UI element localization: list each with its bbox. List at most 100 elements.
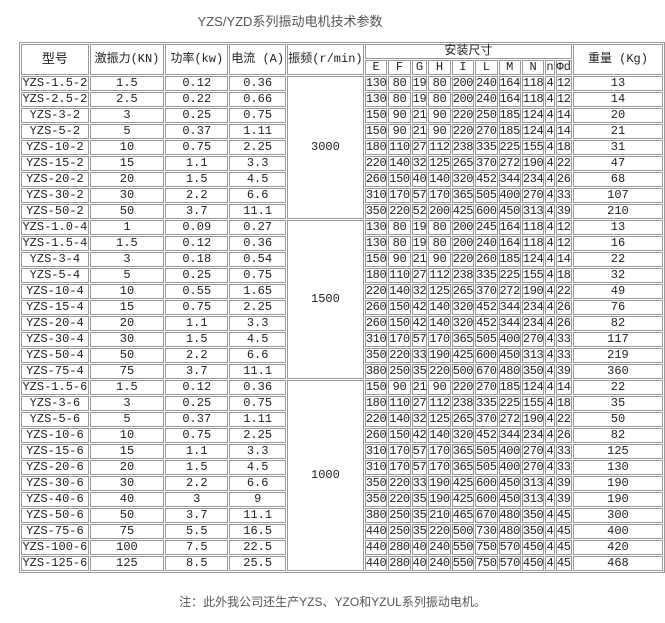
value-cell: 0.54 [229, 252, 286, 267]
value-cell: 313 [521, 492, 545, 507]
value-cell: 300 [572, 508, 663, 523]
model-cell: YZS-30-6 [21, 476, 89, 491]
value-cell: 80 [388, 236, 411, 251]
model-cell: YZS-2.5-2 [21, 92, 89, 107]
value-cell: 350 [521, 508, 545, 523]
value-cell: 600 [475, 492, 498, 507]
table-row: YZS-50-2 50 3.7 11.1 350 220 52 200 425 600 450 313… [21, 204, 663, 219]
header-force: 激振力(KN) [89, 44, 165, 75]
value-cell: 505 [475, 188, 498, 203]
value-cell: 600 [475, 476, 498, 491]
value-cell: 4 [545, 316, 555, 331]
header-dim-7: N [521, 60, 545, 75]
value-cell: 365 [451, 332, 475, 347]
value-cell: 190 [572, 492, 663, 507]
value-cell: 110 [388, 396, 411, 411]
value-cell: 452 [475, 428, 498, 443]
value-cell: 155 [521, 140, 545, 155]
page-title: YZS/YZD系列振动电机技术参数 [197, 14, 383, 29]
table-row: YZS-75-6 75 5.5 16.5 440 250 35 220 500 730 480 350… [21, 524, 663, 539]
value-cell: 14 [555, 380, 572, 395]
value-cell: 45 [555, 540, 572, 555]
value-cell: 33 [411, 476, 428, 491]
table-row: YZS-125-6 125 8.5 25.5 440 280 40 240 550 750 570 4… [21, 556, 663, 571]
value-cell: 234 [521, 428, 545, 443]
value-cell: 118 [521, 236, 545, 251]
value-cell: 320 [451, 300, 475, 315]
value-cell: 225 [498, 396, 521, 411]
value-cell: 4 [545, 524, 555, 539]
value-cell: 14 [555, 108, 572, 123]
model-cell: YZS-30-2 [21, 188, 89, 203]
value-cell: 11.1 [229, 204, 286, 219]
value-cell: 4 [545, 476, 555, 491]
model-cell: YZS-3-6 [21, 396, 89, 411]
value-cell: 0.36 [229, 236, 286, 251]
value-cell: 480 [498, 508, 521, 523]
value-cell: 26 [555, 316, 572, 331]
value-cell: 33 [555, 332, 572, 347]
header-row: 型号 激振力(KN) 功率(kw) 电流 (A) 振频(r/min) 安装尺寸 … [21, 44, 663, 75]
value-cell: 0.25 [165, 108, 229, 123]
value-cell: 124 [521, 124, 545, 139]
value-cell: 750 [475, 556, 498, 571]
value-cell: 50 [89, 348, 165, 363]
value-cell: 150 [364, 108, 388, 123]
value-cell: 238 [451, 268, 475, 283]
value-cell: 42 [411, 428, 428, 443]
value-cell: 4 [545, 540, 555, 555]
value-cell: 112 [428, 140, 451, 155]
value-cell: 270 [475, 380, 498, 395]
table-row: YZS-3-2 3 0.25 0.75 150 90 21 90 220 250 185 124 4 14… [21, 108, 663, 123]
value-cell: 164 [498, 220, 521, 235]
value-cell: 335 [475, 268, 498, 283]
value-cell: 27 [411, 268, 428, 283]
freq-cell: 1000 [286, 380, 364, 571]
value-cell: 185 [498, 252, 521, 267]
value-cell: 3 [165, 492, 229, 507]
value-cell: 2.25 [229, 300, 286, 315]
value-cell: 220 [388, 476, 411, 491]
value-cell: 30 [89, 332, 165, 347]
model-cell: YZS-20-6 [21, 460, 89, 475]
value-cell: 450 [498, 204, 521, 219]
value-cell: 0.55 [165, 284, 229, 299]
model-cell: YZS-50-2 [21, 204, 89, 219]
value-cell: 150 [364, 124, 388, 139]
value-cell: 320 [451, 316, 475, 331]
model-cell: YZS-3-2 [21, 108, 89, 123]
value-cell: 0.09 [165, 220, 229, 235]
value-cell: 4.5 [229, 332, 286, 347]
value-cell: 33 [555, 444, 572, 459]
model-cell: YZS-15-2 [21, 156, 89, 171]
value-cell: 57 [411, 332, 428, 347]
value-cell: 164 [498, 76, 521, 91]
value-cell: 3.3 [229, 444, 286, 459]
value-cell: 200 [451, 92, 475, 107]
value-cell: 234 [521, 300, 545, 315]
value-cell: 150 [388, 316, 411, 331]
value-cell: 112 [428, 396, 451, 411]
value-cell: 140 [388, 156, 411, 171]
value-cell: 335 [475, 140, 498, 155]
value-cell: 130 [364, 236, 388, 251]
value-cell: 380 [364, 364, 388, 379]
value-cell: 6.6 [229, 348, 286, 363]
value-cell: 200 [451, 236, 475, 251]
value-cell: 170 [388, 332, 411, 347]
value-cell: 480 [498, 524, 521, 539]
value-cell: 140 [428, 300, 451, 315]
value-cell: 1.5 [165, 172, 229, 187]
value-cell: 750 [475, 540, 498, 555]
value-cell: 350 [364, 348, 388, 363]
value-cell: 76 [572, 300, 663, 315]
value-cell: 310 [364, 460, 388, 475]
model-cell: YZS-1.5-4 [21, 236, 89, 251]
value-cell: 12 [555, 220, 572, 235]
table-row: YZS-20-2 20 1.5 4.5 260 150 40 140 320 452 344 234 4… [21, 172, 663, 187]
value-cell: 75 [89, 524, 165, 539]
value-cell: 4 [545, 172, 555, 187]
value-cell: 68 [572, 172, 663, 187]
value-cell: 30 [89, 476, 165, 491]
value-cell: 45 [555, 508, 572, 523]
